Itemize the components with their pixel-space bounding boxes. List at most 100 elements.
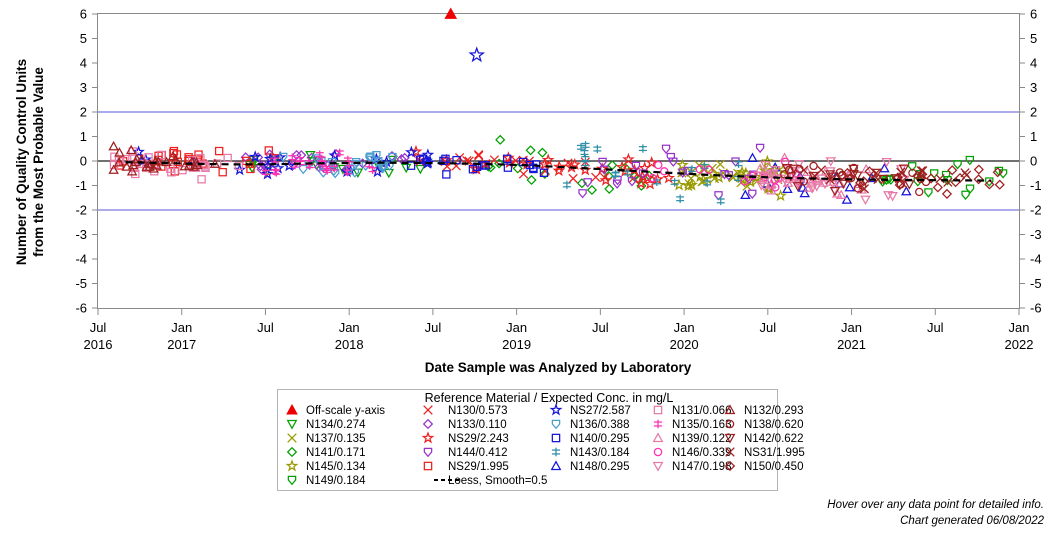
data-point[interactable] xyxy=(167,168,176,177)
data-point[interactable] xyxy=(372,151,381,161)
data-point[interactable] xyxy=(273,150,287,163)
data-point[interactable] xyxy=(489,155,500,165)
data-point[interactable] xyxy=(154,151,163,161)
data-point[interactable] xyxy=(950,177,961,188)
data-point[interactable] xyxy=(925,173,937,184)
data-point[interactable] xyxy=(811,182,822,192)
data-point[interactable] xyxy=(593,144,602,154)
data-point[interactable] xyxy=(676,158,689,171)
data-point[interactable] xyxy=(525,145,536,156)
data-point[interactable] xyxy=(329,166,339,176)
data-point[interactable] xyxy=(288,153,297,162)
data-point[interactable] xyxy=(703,178,712,188)
data-point[interactable] xyxy=(400,163,412,174)
data-point[interactable] xyxy=(998,169,1008,179)
data-point[interactable] xyxy=(672,178,686,191)
data-point[interactable] xyxy=(660,167,669,176)
data-point[interactable] xyxy=(223,153,232,163)
data-point[interactable] xyxy=(651,172,664,185)
data-point[interactable] xyxy=(706,167,720,180)
data-point[interactable] xyxy=(627,177,637,187)
data-point[interactable] xyxy=(809,161,818,171)
data-point[interactable] xyxy=(848,169,859,180)
data-point[interactable] xyxy=(941,188,953,199)
data-point[interactable] xyxy=(984,179,995,190)
data-point[interactable] xyxy=(715,159,725,169)
data-point[interactable] xyxy=(218,167,227,177)
data-point[interactable] xyxy=(577,143,585,152)
data-point[interactable] xyxy=(648,173,657,183)
data-point[interactable] xyxy=(526,174,537,186)
data-point[interactable] xyxy=(747,152,758,162)
data-point[interactable] xyxy=(541,153,555,166)
data-point[interactable] xyxy=(531,160,541,169)
data-point[interactable] xyxy=(295,155,304,164)
data-point[interactable] xyxy=(335,148,344,158)
data-point[interactable] xyxy=(894,179,905,191)
data-point[interactable] xyxy=(108,164,119,174)
legend-item-label[interactable]: N144/0.412 xyxy=(448,447,507,459)
data-point[interactable] xyxy=(824,170,836,180)
data-point[interactable] xyxy=(740,177,749,186)
data-point[interactable] xyxy=(662,171,676,184)
data-point[interactable] xyxy=(654,160,663,170)
legend-item-label[interactable]: NS29/1.995 xyxy=(448,461,509,473)
legend-item-label[interactable]: N131/0.066 xyxy=(672,405,731,417)
data-point[interactable] xyxy=(343,167,352,177)
data-point[interactable] xyxy=(841,194,853,204)
data-point[interactable] xyxy=(864,166,875,177)
data-point[interactable] xyxy=(965,184,975,194)
data-point[interactable] xyxy=(591,172,601,182)
data-point[interactable] xyxy=(197,175,206,184)
data-point[interactable] xyxy=(537,147,548,158)
data-point[interactable] xyxy=(144,161,155,171)
legend-item-label[interactable]: Off-scale y-axis xyxy=(306,405,385,417)
data-point[interactable] xyxy=(234,161,243,170)
data-point[interactable] xyxy=(495,134,506,145)
data-point[interactable] xyxy=(761,154,774,167)
legend-item-label[interactable]: N136/0.388 xyxy=(570,419,629,431)
data-point[interactable] xyxy=(121,161,133,171)
data-point-layer[interactable] xyxy=(108,134,1008,206)
data-point[interactable] xyxy=(565,160,578,173)
data-point[interactable] xyxy=(842,167,853,179)
data-point[interactable] xyxy=(883,191,894,201)
legend-item-label[interactable]: N146/0.339 xyxy=(672,447,731,459)
data-point[interactable] xyxy=(961,190,970,201)
data-point[interactable] xyxy=(695,165,704,174)
data-point[interactable] xyxy=(816,165,826,175)
data-point[interactable] xyxy=(562,180,571,190)
legend-item-label[interactable]: N132/0.293 xyxy=(744,405,803,417)
data-point[interactable] xyxy=(678,168,687,178)
data-point[interactable] xyxy=(792,182,804,192)
data-point[interactable] xyxy=(965,155,975,166)
data-point[interactable] xyxy=(638,169,648,179)
data-point[interactable] xyxy=(552,160,566,173)
data-point[interactable] xyxy=(879,162,890,173)
data-point[interactable] xyxy=(439,156,448,166)
legend-item-label[interactable]: Loess, Smooth=0.5 xyxy=(448,475,547,487)
data-point[interactable] xyxy=(661,144,671,154)
legend-item-label[interactable]: N143/0.184 xyxy=(570,447,630,459)
data-point[interactable] xyxy=(421,148,435,161)
data-point[interactable] xyxy=(351,160,360,170)
data-point[interactable] xyxy=(907,162,917,172)
legend-item-label[interactable]: N130/0.573 xyxy=(448,405,507,417)
data-point[interactable] xyxy=(844,174,853,183)
data-point[interactable] xyxy=(612,179,622,189)
legend-item-label[interactable]: N147/0.198 xyxy=(672,461,731,473)
data-point[interactable] xyxy=(581,141,590,150)
data-point[interactable] xyxy=(935,174,945,184)
data-point[interactable] xyxy=(406,161,416,170)
data-point[interactable] xyxy=(901,185,912,196)
data-point[interactable] xyxy=(781,178,793,189)
data-point[interactable] xyxy=(328,148,342,162)
data-point[interactable] xyxy=(685,178,698,191)
legend-item-label[interactable]: N150/0.450 xyxy=(744,461,803,473)
data-point[interactable] xyxy=(704,165,714,174)
data-point[interactable] xyxy=(330,163,339,173)
data-point[interactable] xyxy=(296,150,307,161)
data-point[interactable] xyxy=(261,168,270,177)
data-point[interactable] xyxy=(600,165,609,175)
data-point[interactable] xyxy=(829,186,841,197)
